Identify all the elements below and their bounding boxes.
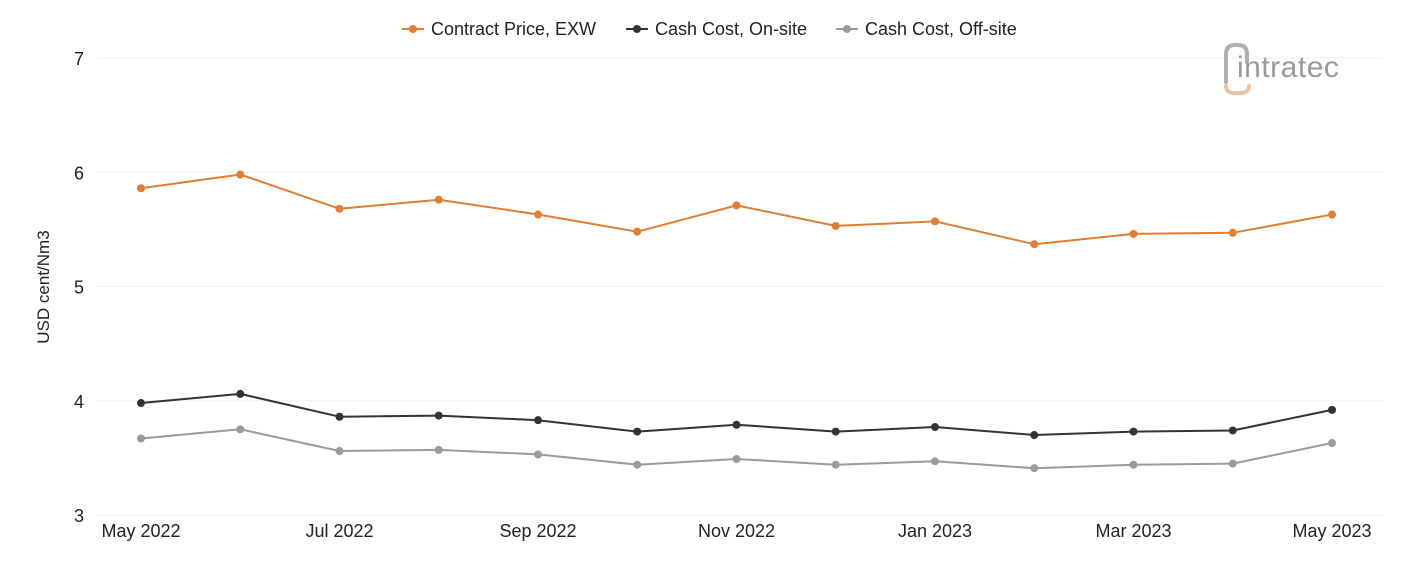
data-point[interactable] [137, 399, 145, 408]
data-point[interactable] [1328, 405, 1336, 414]
x-tick-label: May 2023 [1292, 521, 1371, 541]
x-tick-label: Sep 2022 [499, 521, 576, 541]
data-point[interactable] [1328, 210, 1336, 219]
y-tick-label: 5 [74, 278, 84, 298]
y-tick-label: 6 [74, 163, 84, 183]
data-point[interactable] [831, 221, 840, 230]
x-tick-label: Nov 2022 [698, 521, 775, 541]
series-2 [137, 389, 1336, 440]
data-point[interactable] [831, 460, 840, 469]
data-point[interactable] [534, 416, 542, 425]
data-point[interactable] [1030, 431, 1039, 440]
data-point[interactable] [236, 389, 245, 398]
intratec-logo-text: intratec [1237, 51, 1339, 84]
data-point[interactable] [931, 423, 939, 432]
legend-item[interactable]: Cash Cost, On-site [626, 19, 807, 39]
series-1 [137, 170, 1336, 249]
legend-item[interactable]: Cash Cost, Off-site [836, 19, 1017, 39]
data-point[interactable] [931, 457, 939, 466]
data-point[interactable] [335, 204, 344, 213]
intratec-logo: intratec [1224, 43, 1339, 95]
x-tick-label: Jul 2022 [305, 521, 373, 541]
data-point[interactable] [137, 434, 145, 443]
x-tick-label: Mar 2023 [1095, 521, 1171, 541]
y-tick-label: 4 [74, 392, 84, 412]
y-tick-label: 7 [74, 49, 84, 69]
data-point[interactable] [236, 170, 245, 179]
data-point[interactable] [633, 460, 642, 469]
data-point[interactable] [534, 210, 542, 219]
y-axis-title: USD cent/Nm3 [34, 230, 53, 343]
data-point[interactable] [534, 450, 542, 459]
data-point[interactable] [1228, 459, 1237, 468]
data-point[interactable] [1228, 426, 1237, 435]
x-axis: May 2022 Jul 2022 Sep 2022 Nov 2022 Jan 2023… [101, 521, 1371, 541]
data-point[interactable] [137, 184, 145, 193]
legend-item[interactable]: Contract Price, EXW [402, 19, 596, 39]
data-point[interactable] [931, 217, 939, 226]
data-point[interactable] [236, 425, 245, 434]
y-axis: 3 4 5 6 7 [74, 49, 84, 526]
y-tick-label: 3 [74, 506, 84, 526]
series-3 [137, 425, 1336, 473]
data-point[interactable] [1129, 460, 1138, 469]
legend: Contract Price, EXW Cash Cost, On-site Cas… [402, 19, 1017, 39]
intratec-logo-icon [1224, 43, 1251, 95]
legend-label: Contract Price, EXW [431, 19, 596, 39]
x-tick-label: May 2022 [101, 521, 180, 541]
legend-dot-marker [633, 25, 641, 33]
data-point[interactable] [732, 455, 741, 464]
data-point[interactable] [434, 195, 443, 204]
data-point[interactable] [1030, 464, 1039, 473]
grid-lines [98, 57, 1382, 516]
data-point[interactable] [1030, 240, 1039, 249]
data-point[interactable] [1129, 427, 1138, 436]
data-point[interactable] [335, 447, 344, 456]
data-point[interactable] [633, 427, 642, 436]
data-point[interactable] [1328, 439, 1336, 448]
data-point[interactable] [434, 445, 443, 454]
series-line [140, 392, 1333, 436]
data-point[interactable] [1228, 228, 1237, 237]
data-point[interactable] [434, 411, 443, 420]
legend-label: Cash Cost, Off-site [865, 19, 1017, 39]
data-point[interactable] [831, 427, 840, 436]
data-point[interactable] [732, 420, 741, 429]
data-point[interactable] [335, 412, 344, 421]
data-point[interactable] [1129, 229, 1138, 238]
legend-label: Cash Cost, On-site [655, 19, 807, 39]
x-tick-label: Jan 2023 [898, 521, 972, 541]
data-point[interactable] [633, 227, 642, 236]
legend-dot-marker [843, 25, 851, 33]
series-layer [137, 170, 1336, 473]
legend-dot-marker [409, 25, 417, 33]
data-point[interactable] [732, 201, 741, 210]
